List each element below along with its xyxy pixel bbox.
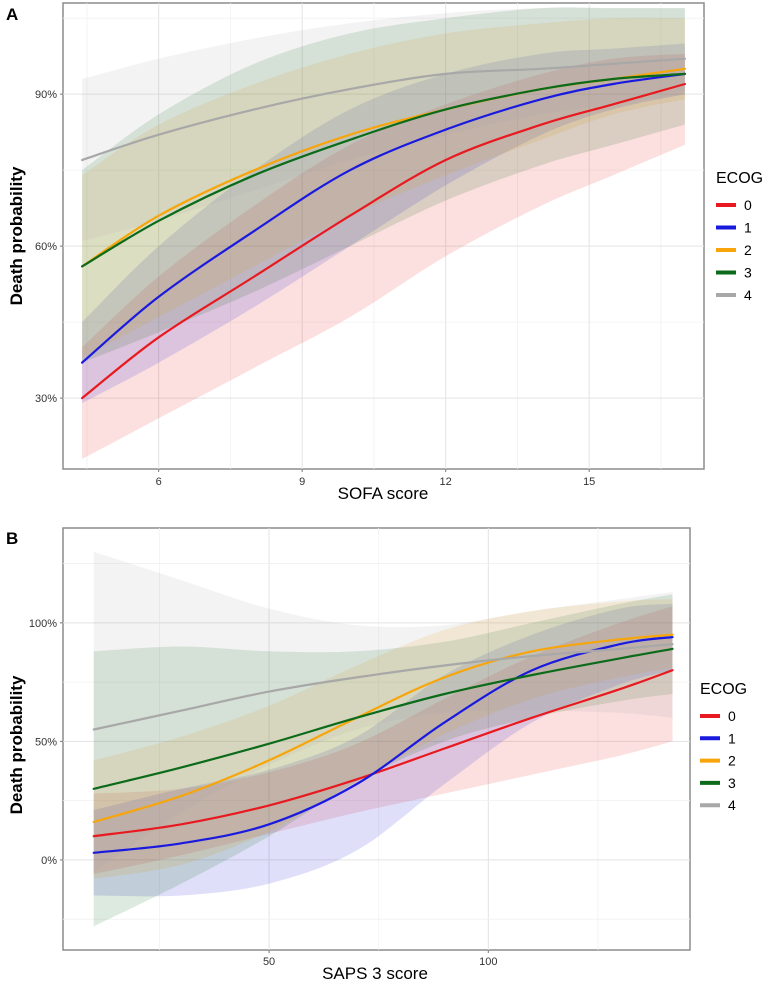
panel-b-y-tick-label: 50%: [35, 736, 57, 748]
panel-b-legend-label-ecog-3: 3: [728, 775, 736, 791]
panel-a-y-ticks: 30% 60% 90%: [35, 89, 63, 405]
panel-a-label: A: [6, 5, 18, 24]
panel-b-band-ecog-4: [93, 551, 673, 872]
panel-b-line-ecog-2: [92, 633, 674, 824]
panel-a-legend-label-ecog-4: 4: [744, 287, 752, 303]
panel-a-y-axis-title: Death probability: [7, 166, 26, 305]
panel-b-y-ticks: 0% 50% 100%: [29, 618, 63, 867]
panel-a-series-lines: [81, 57, 686, 400]
panel-a-band-ecog-3: [82, 7, 685, 363]
panel-a-x-tick-label: 9: [299, 476, 305, 488]
panel-b-x-tick-label: 50: [263, 956, 275, 968]
panel-b-y-axis-title: Death probability: [7, 675, 26, 814]
panel-a-band-ecog-0: [82, 53, 685, 459]
panel-a-x-ticks: 6 9 12 15: [156, 469, 595, 488]
panel-b-legend-label-ecog-4: 4: [728, 797, 736, 813]
panel-a-band-ecog-2: [82, 17, 685, 358]
panel-a-x-axis-title: SOFA score: [338, 484, 429, 503]
panel-a-legend: ECOG 0 1 2 3 4: [716, 170, 763, 303]
panel-a-band-ecog-1: [82, 43, 685, 404]
panel-a-grid: [63, 3, 704, 469]
panel-a-legend-label-ecog-1: 1: [744, 220, 752, 236]
panel-a-y-tick-label: 30%: [35, 393, 57, 405]
panel-a-legend-label-ecog-3: 3: [744, 265, 752, 281]
panel-b-grid: [63, 528, 690, 950]
panel-a-y-tick-label: 60%: [35, 241, 57, 253]
panel-a-legend-title: ECOG: [716, 170, 763, 187]
panel-b-legend-title: ECOG: [700, 681, 747, 698]
panel-a: A 6 9 12 15 30%60%90% SOFA score Death prob…: [6, 2, 763, 503]
panel-a-legend-label-ecog-0: 0: [744, 197, 752, 213]
panel-b-line-ecog-4: [92, 643, 674, 731]
panel-b: B 50 100 0% 50% 100% SAPS 3 score Death pro…: [6, 527, 747, 983]
panel-b-label: B: [6, 529, 18, 548]
panel-a-x-tick-label: 12: [440, 476, 452, 488]
panel-b-x-tick-label: 100: [479, 956, 497, 968]
panel-a-line-ecog-1: [81, 72, 686, 364]
panel-b-band-ecog-3: [93, 594, 673, 927]
panel-a-y-tick-label: 90%: [35, 89, 57, 101]
panel-b-plot-frame: [62, 527, 691, 951]
panel-b-band-ecog-1: [93, 603, 673, 897]
panel-b-x-axis-title: SAPS 3 score: [322, 964, 428, 983]
panel-b-legend-label-ecog-1: 1: [728, 730, 736, 746]
panel-b-band-ecog-2: [93, 599, 673, 879]
panel-b-line-ecog-0: [92, 669, 674, 838]
panel-a-line-ecog-3: [81, 72, 686, 268]
panel-b-legend-label-ecog-0: 0: [728, 708, 736, 724]
panel-b-legend-label-ecog-2: 2: [728, 753, 736, 769]
panel-b-legend: ECOG 0 1 2 3 4: [700, 681, 747, 813]
panel-b-line-ecog-3: [92, 647, 674, 790]
panel-a-x-tick-label: 6: [156, 476, 162, 488]
panel-b-x-ticks: 50 100: [263, 950, 497, 968]
panel-b-y-tick-label: 0%: [41, 855, 57, 867]
panel-a-line-ecog-4: [81, 57, 686, 162]
panel-b-series-lines: [92, 633, 674, 854]
panel-a-line-ecog-0: [81, 82, 686, 400]
panel-b-y-tick-label: 100%: [29, 618, 57, 630]
panel-a-legend-label-ecog-2: 2: [744, 242, 752, 258]
panel-a-x-tick-label: 15: [583, 476, 595, 488]
